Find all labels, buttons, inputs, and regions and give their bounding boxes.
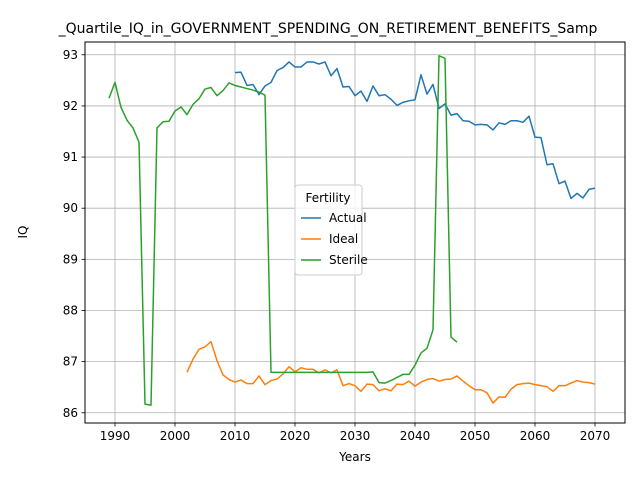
x-tick-label: 2040: [400, 429, 431, 443]
series-line-sterile: [108, 55, 458, 406]
y-tick-label: 90: [63, 201, 78, 215]
legend-label-actual: Actual: [329, 211, 367, 225]
x-tick-label: 2000: [160, 429, 191, 443]
x-tick-label: 2010: [220, 429, 251, 443]
series-line-actual: [234, 61, 596, 200]
chart-title: _Quartile_IQ_in_GOVERNMENT_SPENDING_ON_R…: [58, 21, 598, 37]
legend-box: [294, 184, 363, 276]
y-tick-label: 86: [63, 406, 78, 420]
legend: Fertility Actual Ideal Sterile: [294, 184, 368, 276]
x-tick-label: 2030: [340, 429, 371, 443]
x-tick-label: 2050: [460, 429, 491, 443]
y-axis-label: IQ: [16, 226, 30, 239]
y-tick-label: 89: [63, 252, 78, 266]
legend-title: Fertility: [305, 191, 350, 205]
y-tick-label: 92: [63, 99, 78, 113]
legend-entries: Actual Ideal Sterile: [301, 211, 368, 267]
x-tick-label: 1990: [100, 429, 131, 443]
y-tick-label: 93: [63, 48, 78, 62]
x-tick-label: 2020: [280, 429, 311, 443]
y-tick-label: 87: [63, 355, 78, 369]
x-axis-ticks: 1990 2000 2010 2020 2030 2040 2050 2060 2070: [100, 423, 611, 443]
y-tick-label: 88: [63, 303, 78, 317]
x-axis-label: Years: [338, 450, 371, 464]
series-line-ideal: [186, 340, 596, 404]
y-axis-ticks: 86 87 88 89 90 91 92 93: [63, 48, 85, 420]
y-tick-label: 91: [63, 150, 78, 164]
legend-label-sterile: Sterile: [329, 253, 368, 267]
legend-label-ideal: Ideal: [329, 232, 358, 246]
x-tick-label: 2060: [520, 429, 551, 443]
x-tick-label: 2070: [580, 429, 611, 443]
series-lines: [108, 55, 596, 406]
